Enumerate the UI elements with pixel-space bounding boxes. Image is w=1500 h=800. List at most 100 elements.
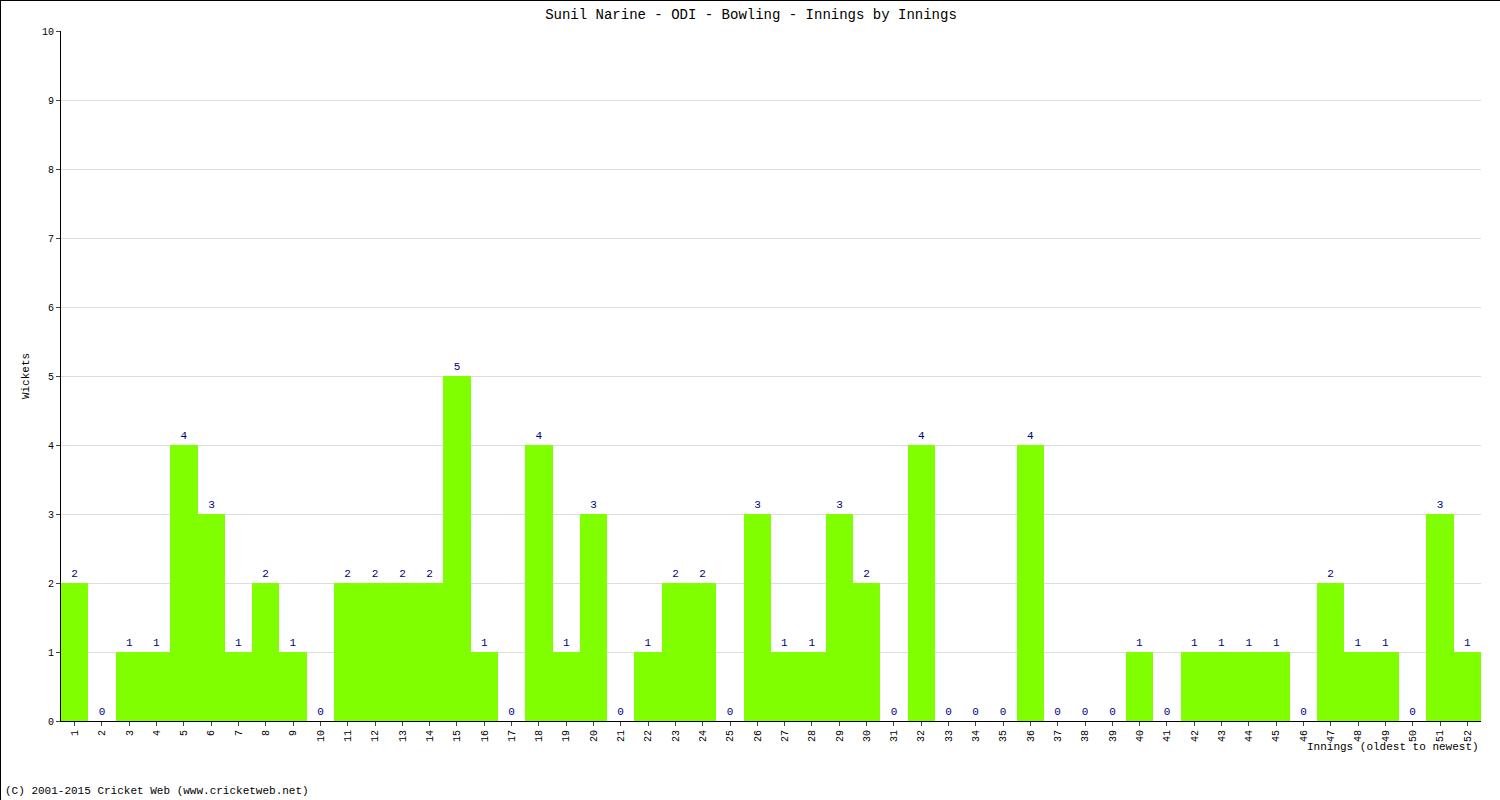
svg-text:17: 17 xyxy=(507,730,518,742)
svg-text:33: 33 xyxy=(944,730,955,742)
svg-text:31: 31 xyxy=(889,730,900,742)
svg-text:0: 0 xyxy=(972,706,979,718)
svg-text:20: 20 xyxy=(589,730,600,742)
svg-text:0: 0 xyxy=(1082,706,1089,718)
svg-text:47: 47 xyxy=(1326,730,1337,742)
svg-text:48: 48 xyxy=(1353,730,1364,742)
svg-text:52: 52 xyxy=(1463,730,1474,742)
svg-text:9: 9 xyxy=(288,730,299,736)
svg-text:4: 4 xyxy=(181,430,188,442)
svg-text:10: 10 xyxy=(316,730,327,742)
svg-text:(C) 2001-2015 Cricket Web (www: (C) 2001-2015 Cricket Web (www.cricketwe… xyxy=(5,785,309,797)
svg-text:7: 7 xyxy=(48,234,54,245)
svg-text:30: 30 xyxy=(862,730,873,742)
svg-text:43: 43 xyxy=(1217,730,1228,742)
svg-text:25: 25 xyxy=(725,730,736,742)
svg-text:2: 2 xyxy=(672,568,679,580)
svg-text:4: 4 xyxy=(48,441,54,452)
svg-text:46: 46 xyxy=(1299,730,1310,742)
svg-text:3: 3 xyxy=(836,499,843,511)
svg-text:1: 1 xyxy=(1246,637,1253,649)
svg-text:1: 1 xyxy=(1191,637,1198,649)
svg-text:41: 41 xyxy=(1162,730,1173,742)
svg-text:Sunil Narine - ODI - Bowling -: Sunil Narine - ODI - Bowling - Innings b… xyxy=(545,7,957,23)
svg-text:28: 28 xyxy=(807,730,818,742)
svg-text:2: 2 xyxy=(372,568,379,580)
svg-text:0: 0 xyxy=(99,706,106,718)
svg-text:37: 37 xyxy=(1053,730,1064,742)
svg-text:3: 3 xyxy=(48,510,54,521)
svg-text:2: 2 xyxy=(97,730,108,736)
svg-text:0: 0 xyxy=(317,706,324,718)
svg-text:22: 22 xyxy=(643,730,654,742)
svg-text:1: 1 xyxy=(1218,637,1225,649)
svg-text:44: 44 xyxy=(1244,730,1255,742)
svg-text:0: 0 xyxy=(1300,706,1307,718)
svg-text:51: 51 xyxy=(1435,730,1446,742)
svg-text:2: 2 xyxy=(863,568,870,580)
svg-text:24: 24 xyxy=(698,730,709,742)
svg-text:0: 0 xyxy=(1109,706,1116,718)
svg-text:1: 1 xyxy=(645,637,652,649)
svg-text:0: 0 xyxy=(1000,706,1007,718)
svg-text:2: 2 xyxy=(699,568,706,580)
svg-text:1: 1 xyxy=(70,730,81,736)
svg-text:4: 4 xyxy=(152,730,163,736)
svg-text:27: 27 xyxy=(780,730,791,742)
svg-text:1: 1 xyxy=(153,637,160,649)
svg-text:1: 1 xyxy=(48,648,54,659)
svg-text:36: 36 xyxy=(1026,730,1037,742)
svg-text:40: 40 xyxy=(1135,730,1146,742)
svg-text:23: 23 xyxy=(671,730,682,742)
svg-text:2: 2 xyxy=(262,568,269,580)
svg-text:1: 1 xyxy=(126,637,133,649)
svg-text:4: 4 xyxy=(918,430,925,442)
svg-text:38: 38 xyxy=(1080,730,1091,742)
svg-text:49: 49 xyxy=(1381,730,1392,742)
svg-text:2: 2 xyxy=(344,568,351,580)
svg-text:1: 1 xyxy=(1464,637,1471,649)
svg-text:1: 1 xyxy=(1273,637,1280,649)
svg-text:1: 1 xyxy=(1136,637,1143,649)
svg-text:1: 1 xyxy=(781,637,788,649)
svg-text:13: 13 xyxy=(398,730,409,742)
svg-text:7: 7 xyxy=(234,730,245,736)
svg-text:1: 1 xyxy=(1355,637,1362,649)
svg-text:9: 9 xyxy=(48,96,54,107)
svg-text:18: 18 xyxy=(534,730,545,742)
svg-text:1: 1 xyxy=(809,637,816,649)
svg-text:8: 8 xyxy=(261,730,272,736)
svg-text:3: 3 xyxy=(208,499,215,511)
svg-text:2: 2 xyxy=(426,568,433,580)
svg-text:3: 3 xyxy=(1437,499,1444,511)
svg-text:34: 34 xyxy=(971,730,982,742)
svg-text:5: 5 xyxy=(454,361,461,373)
svg-text:16: 16 xyxy=(480,730,491,742)
svg-text:0: 0 xyxy=(1054,706,1061,718)
svg-text:50: 50 xyxy=(1408,730,1419,742)
svg-text:5: 5 xyxy=(48,372,54,383)
svg-text:1: 1 xyxy=(563,637,570,649)
svg-text:1: 1 xyxy=(1382,637,1389,649)
svg-text:19: 19 xyxy=(561,730,572,742)
svg-text:2: 2 xyxy=(71,568,78,580)
svg-text:21: 21 xyxy=(616,730,627,742)
svg-text:0: 0 xyxy=(1409,706,1416,718)
svg-text:4: 4 xyxy=(1027,430,1034,442)
svg-text:12: 12 xyxy=(370,730,381,742)
svg-text:0: 0 xyxy=(891,706,898,718)
svg-text:0: 0 xyxy=(945,706,952,718)
svg-text:0: 0 xyxy=(48,717,54,728)
svg-text:1: 1 xyxy=(290,637,297,649)
svg-text:14: 14 xyxy=(425,730,436,742)
svg-text:26: 26 xyxy=(753,730,764,742)
svg-text:3: 3 xyxy=(590,499,597,511)
svg-text:Wickets: Wickets xyxy=(20,353,32,399)
svg-text:35: 35 xyxy=(998,730,1009,742)
svg-text:6: 6 xyxy=(48,303,54,314)
svg-text:15: 15 xyxy=(452,730,463,742)
svg-text:0: 0 xyxy=(508,706,515,718)
svg-text:4: 4 xyxy=(536,430,543,442)
svg-text:0: 0 xyxy=(727,706,734,718)
svg-text:0: 0 xyxy=(617,706,624,718)
